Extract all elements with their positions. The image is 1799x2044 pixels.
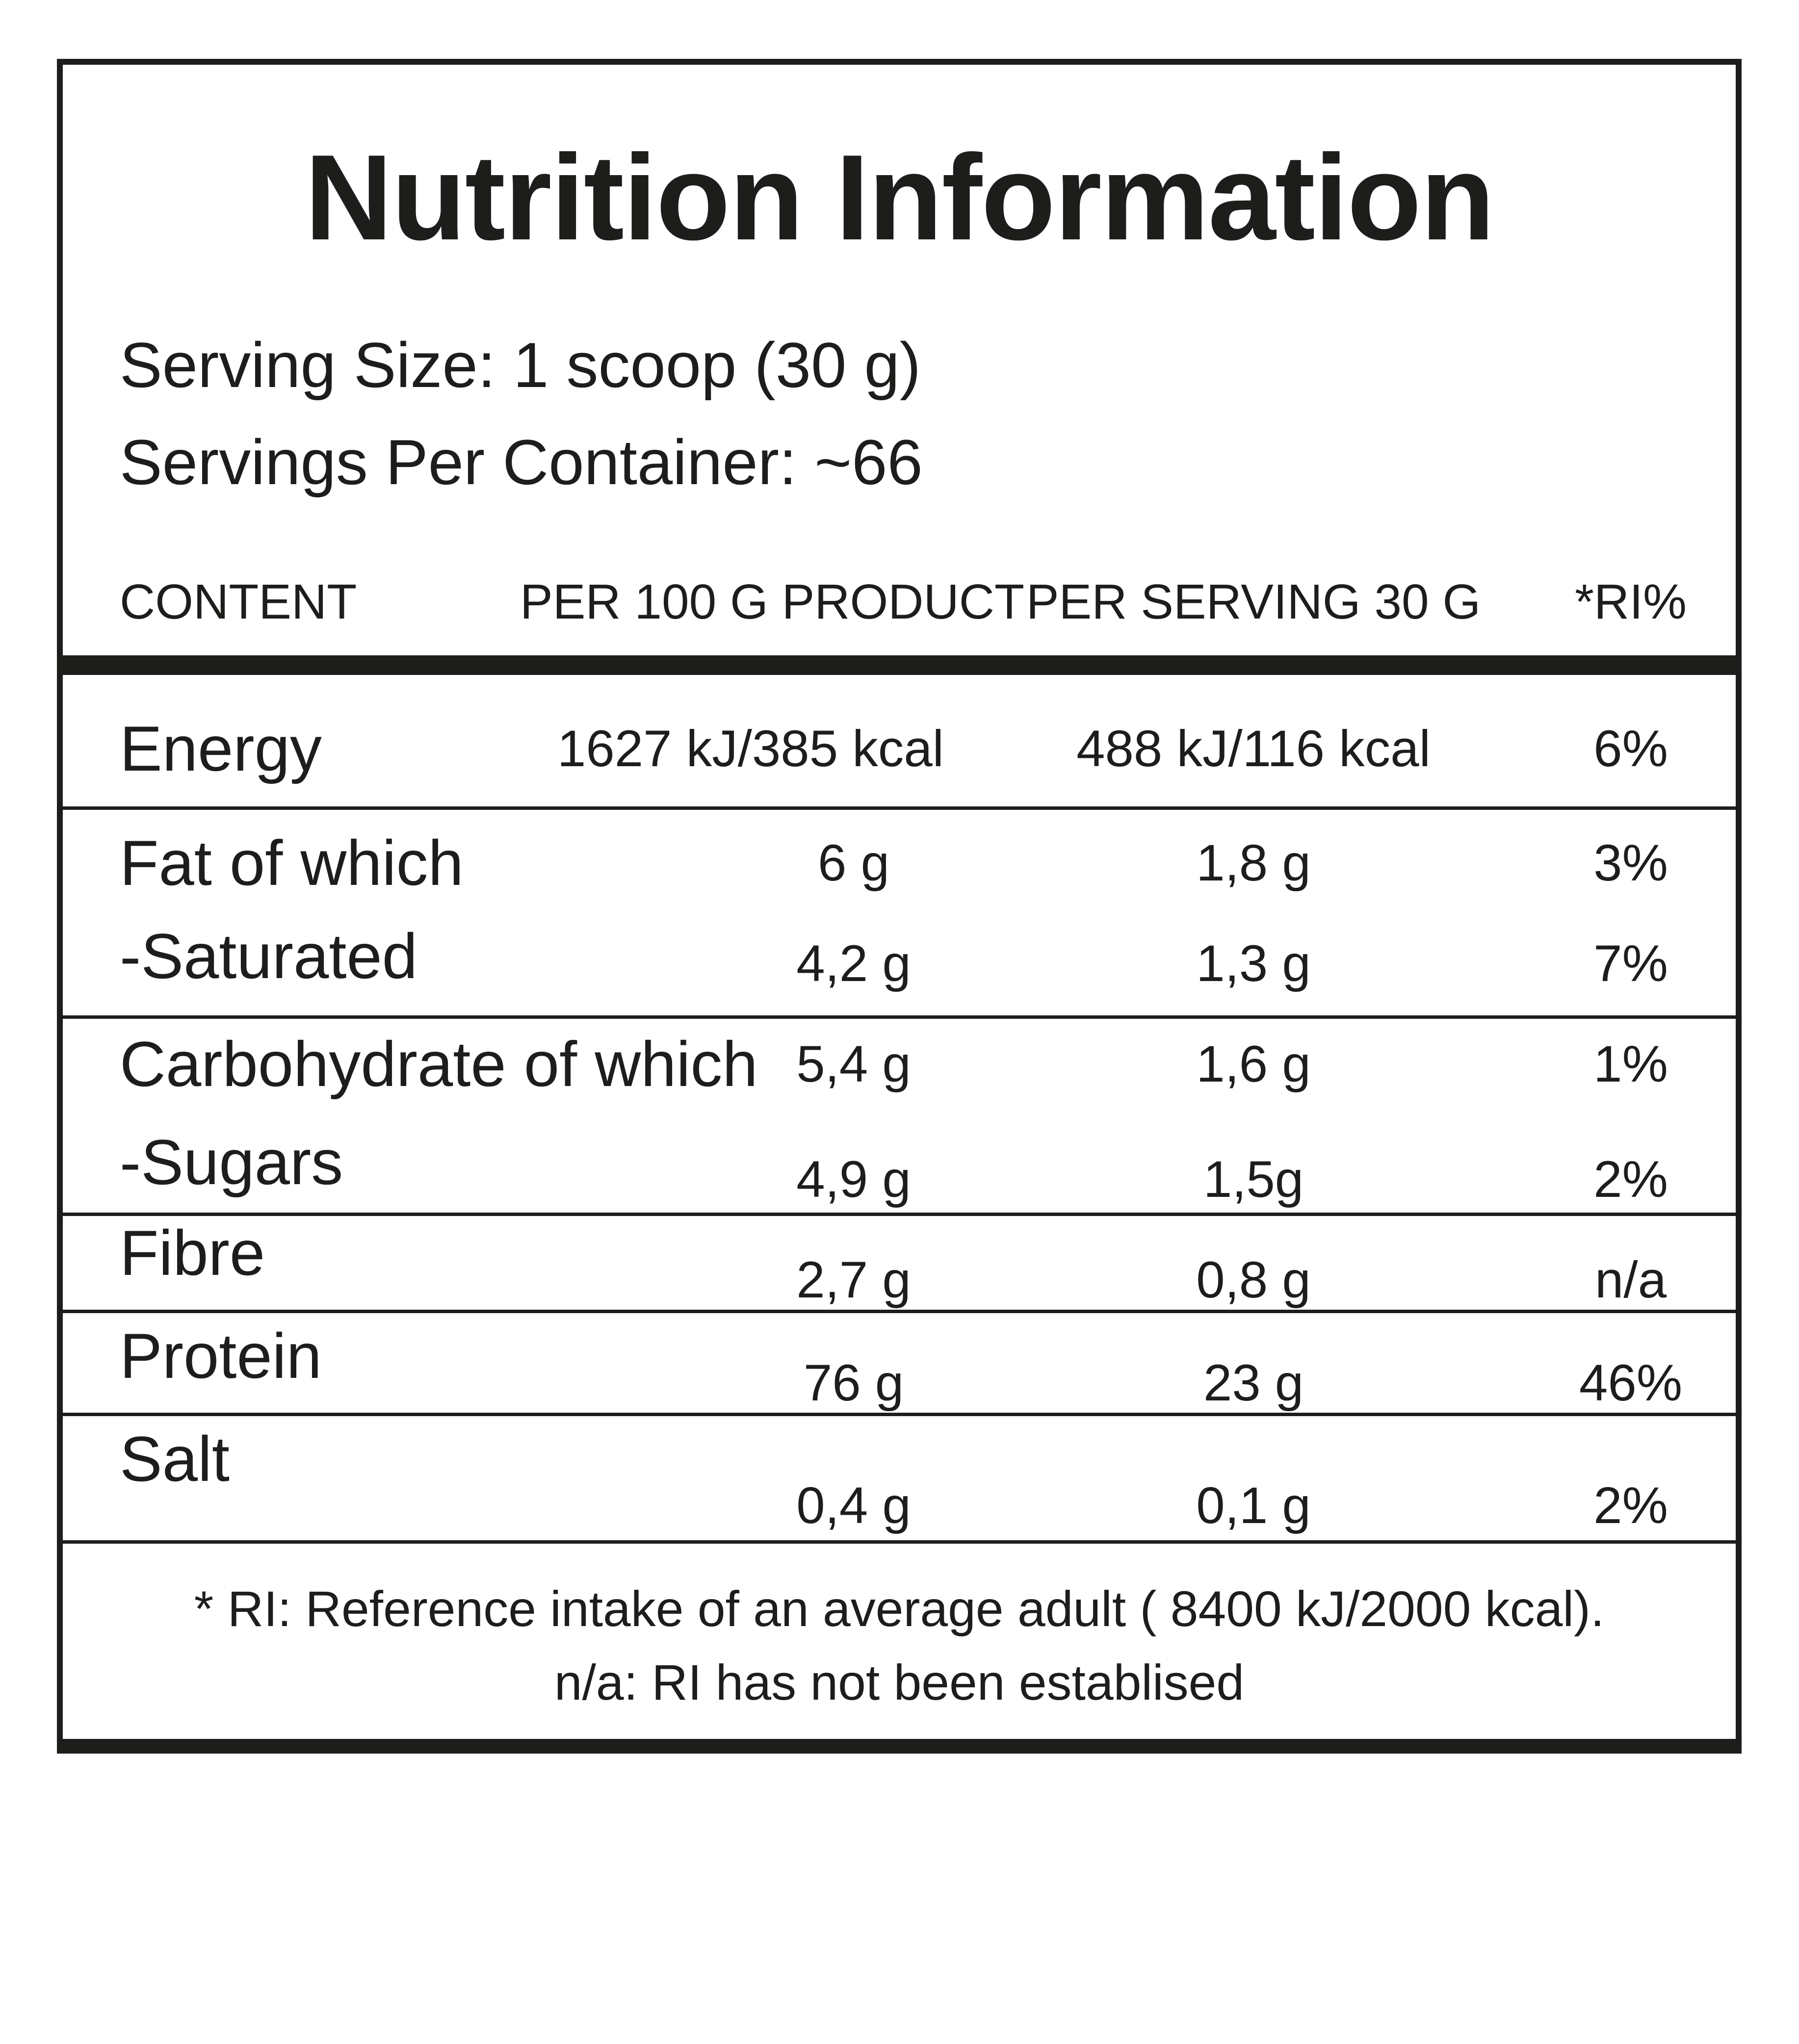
table-row-salt: Salt 0,4 g 0,1 g 2% <box>63 1423 1736 1534</box>
row-value-per-serving: 1,6 g <box>1196 1035 1311 1093</box>
row-value-per-100g: 2,7 g <box>796 1251 911 1309</box>
table-row-saturated: -Saturated 4,2 g 1,3 g 7% <box>63 908 1736 1005</box>
row-value-ri: 3% <box>1593 834 1668 892</box>
row-divider <box>63 1540 1736 1544</box>
table-row-protein: Protein 76 g 23 g 46% <box>63 1320 1736 1412</box>
row-divider <box>63 806 1736 810</box>
table-row-fibre: Fibre 2,7 g 0,8 g n/a <box>63 1217 1736 1309</box>
column-header-per-serving: PER SERVING 30 G <box>1026 574 1481 629</box>
column-header-per-100g: PER 100 G PRODUCT <box>520 574 1025 629</box>
row-divider <box>63 1213 1736 1216</box>
row-label: Protein <box>120 1320 322 1392</box>
page-title: Nutrition Information <box>305 129 1495 265</box>
row-label: Energy <box>120 713 322 785</box>
row-value-per-100g: 5,4 g <box>796 1035 911 1093</box>
table-row-carbohydrate: Carbohydrate of which 5,4 g 1,6 g 1% <box>63 1016 1736 1113</box>
row-value-per-serving: 1,5g <box>1203 1151 1304 1209</box>
row-divider <box>63 1413 1736 1416</box>
row-label: Salt <box>120 1423 230 1495</box>
column-header-content: CONTENT <box>120 574 357 629</box>
row-value-per-100g: 0,4 g <box>796 1477 911 1534</box>
row-value-per-100g: 4,2 g <box>796 935 911 993</box>
table-row-sugars: -Sugars 4,9 g 1,5g 2% <box>63 1114 1736 1211</box>
serving-size-text: Serving Size: 1 scoop (30 g) <box>120 329 921 401</box>
footnote-na-note: n/a: RI has not been establised <box>554 1655 1245 1710</box>
row-value-ri: 6% <box>1593 720 1668 778</box>
row-value-per-100g: 6 g <box>818 834 889 892</box>
table-row-fat: Fat of which 6 g 1,8 g 3% <box>63 815 1736 911</box>
row-value-per-serving: 0,8 g <box>1196 1251 1311 1309</box>
column-header-ri-percent: *RI% <box>1575 574 1687 629</box>
servings-per-container-text: Servings Per Container: ~66 <box>120 426 923 498</box>
row-value-per-serving: 0,1 g <box>1196 1477 1311 1534</box>
row-value-ri: 7% <box>1593 935 1668 993</box>
row-label: -Saturated <box>120 920 418 992</box>
row-divider <box>63 1310 1736 1313</box>
row-label: Carbohydrate of which <box>120 1028 758 1100</box>
table-header-row: CONTENT PER 100 G PRODUCT PER SERVING 30… <box>63 565 1736 639</box>
row-value-ri: 2% <box>1593 1151 1668 1209</box>
row-value-ri: 46% <box>1579 1354 1683 1412</box>
header-divider-bar <box>63 655 1736 675</box>
row-value-per-100g: 1627 kJ/385 kcal <box>557 720 944 778</box>
row-value-ri: 2% <box>1593 1477 1668 1534</box>
nutrition-label-box: Nutrition Information Serving Size: 1 sc… <box>57 59 1742 1754</box>
row-value-ri: n/a <box>1595 1251 1667 1309</box>
row-value-per-100g: 4,9 g <box>796 1151 911 1209</box>
row-value-per-100g: 76 g <box>803 1354 904 1412</box>
row-divider <box>63 1015 1736 1019</box>
row-label: Fibre <box>120 1217 265 1289</box>
row-value-per-serving: 488 kJ/116 kcal <box>1076 720 1431 778</box>
row-value-per-serving: 1,8 g <box>1196 834 1311 892</box>
row-label: Fat of which <box>120 827 464 899</box>
footnote-reference-intake: * RI: Reference intake of an average adu… <box>194 1581 1605 1637</box>
row-value-ri: 1% <box>1593 1035 1668 1093</box>
row-value-per-serving: 23 g <box>1203 1354 1304 1412</box>
row-value-per-serving: 1,3 g <box>1196 935 1311 993</box>
table-row-energy: Energy 1627 kJ/385 kcal 488 kJ/116 kcal … <box>63 678 1736 820</box>
row-label: -Sugars <box>120 1126 343 1198</box>
